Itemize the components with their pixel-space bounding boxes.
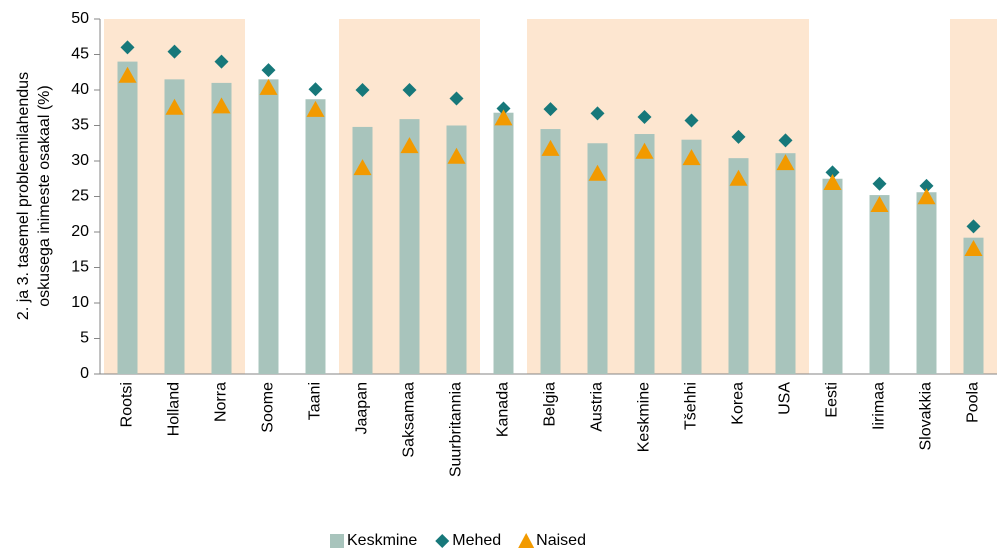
legend-swatch (435, 534, 450, 548)
bar (540, 129, 561, 374)
triangle-marker (118, 66, 137, 83)
y-tick-label: 10 (71, 294, 89, 311)
legend-swatch (330, 534, 344, 548)
triangle-marker (964, 240, 983, 257)
x-tick-label: Iirimaa (871, 382, 888, 430)
bar (634, 134, 655, 374)
shaded-band (527, 19, 809, 374)
x-tick-label: Belgia (542, 382, 559, 427)
y-tick-label: 40 (71, 81, 89, 98)
diamond-marker (449, 91, 464, 106)
x-tick-label: Slovakkia (918, 382, 935, 451)
diamond-marker (966, 219, 981, 234)
x-tick-label: Austria (589, 382, 606, 432)
y-tick-label: 25 (71, 188, 89, 205)
y-tick-label: 45 (71, 46, 89, 63)
x-tick-label: Jaapan (354, 382, 371, 435)
bar (916, 192, 937, 374)
triangle-marker (635, 142, 654, 159)
triangle-marker (447, 147, 466, 164)
triangle-marker (400, 137, 419, 154)
x-tick-label: Poola (965, 382, 982, 423)
y-tick-label: 30 (71, 152, 89, 169)
diamond-marker (731, 129, 746, 144)
triangle-marker (541, 139, 560, 156)
triangle-marker (870, 196, 889, 213)
triangle-marker (917, 188, 936, 205)
y-tick-label: 35 (71, 117, 89, 134)
diamond-marker (684, 113, 699, 128)
y-tick-label: 5 (80, 330, 89, 347)
x-tick-label: Suurbritannia (448, 382, 465, 477)
legend-label: Keskmine (347, 532, 417, 549)
x-tick-label: Rootsi (119, 382, 136, 427)
diamond-marker (120, 40, 135, 55)
y-axis-title: oskusega inimeste osakaal (%) (36, 85, 53, 306)
bar (164, 79, 185, 374)
x-tick-label: Saksamaa (401, 382, 418, 458)
x-tick-label: Soome (260, 382, 277, 433)
triangle-marker (259, 78, 278, 95)
bar (399, 119, 420, 374)
legend-label: Naised (536, 532, 586, 549)
bar (775, 153, 796, 374)
diamond-marker (167, 44, 182, 59)
triangle-marker (212, 97, 231, 114)
bar (352, 126, 373, 374)
diamond-marker (778, 133, 793, 148)
diamond-marker (402, 83, 417, 97)
triangle-marker (165, 98, 184, 115)
diamond-marker (919, 178, 934, 193)
triangle-marker (729, 169, 748, 186)
legend-label: Mehed (452, 532, 501, 549)
y-tick-label: 50 (71, 10, 89, 27)
bar (117, 61, 138, 374)
y-tick-label: 20 (71, 223, 89, 240)
x-tick-label: Eesti (824, 382, 841, 418)
diamond-marker (825, 165, 840, 180)
bar (869, 195, 890, 374)
x-tick-label: Kanada (495, 382, 512, 437)
x-tick-label: Norra (213, 382, 230, 422)
legend-swatch (518, 533, 535, 548)
diamond-marker (355, 83, 370, 97)
bar (493, 112, 514, 374)
triangle-marker (353, 159, 372, 176)
x-tick-label: Korea (730, 382, 747, 425)
bar (728, 158, 749, 374)
x-tick-label: Keskmine (636, 382, 653, 452)
bar (963, 237, 984, 374)
diamond-marker (872, 176, 887, 191)
triangle-marker (306, 100, 325, 117)
bar (587, 143, 608, 374)
diamond-marker (543, 102, 558, 117)
x-tick-label: USA (777, 382, 794, 415)
bar (681, 139, 702, 374)
triangle-marker (776, 154, 795, 171)
triangle-marker (682, 149, 701, 166)
bar (211, 82, 232, 375)
x-tick-label: Tšehhi (683, 382, 700, 430)
diamond-marker (308, 82, 323, 97)
bar (446, 125, 467, 374)
x-tick-label: Taani (307, 382, 324, 420)
triangle-marker (494, 109, 513, 126)
bar (822, 178, 843, 374)
diamond-marker (496, 101, 511, 116)
diamond-marker (261, 63, 276, 78)
x-tick-label: Holland (166, 382, 183, 436)
bar (258, 79, 279, 374)
diamond-marker (214, 54, 229, 69)
y-tick-label: 0 (80, 365, 89, 382)
triangle-marker (823, 174, 842, 191)
diamond-marker (590, 106, 605, 121)
diamond-marker (637, 109, 652, 124)
y-tick-label: 15 (71, 259, 89, 276)
triangle-marker (588, 164, 607, 181)
bar (305, 99, 326, 374)
y-axis-title: 2. ja 3. tasemel probleemilahendus (15, 72, 32, 320)
